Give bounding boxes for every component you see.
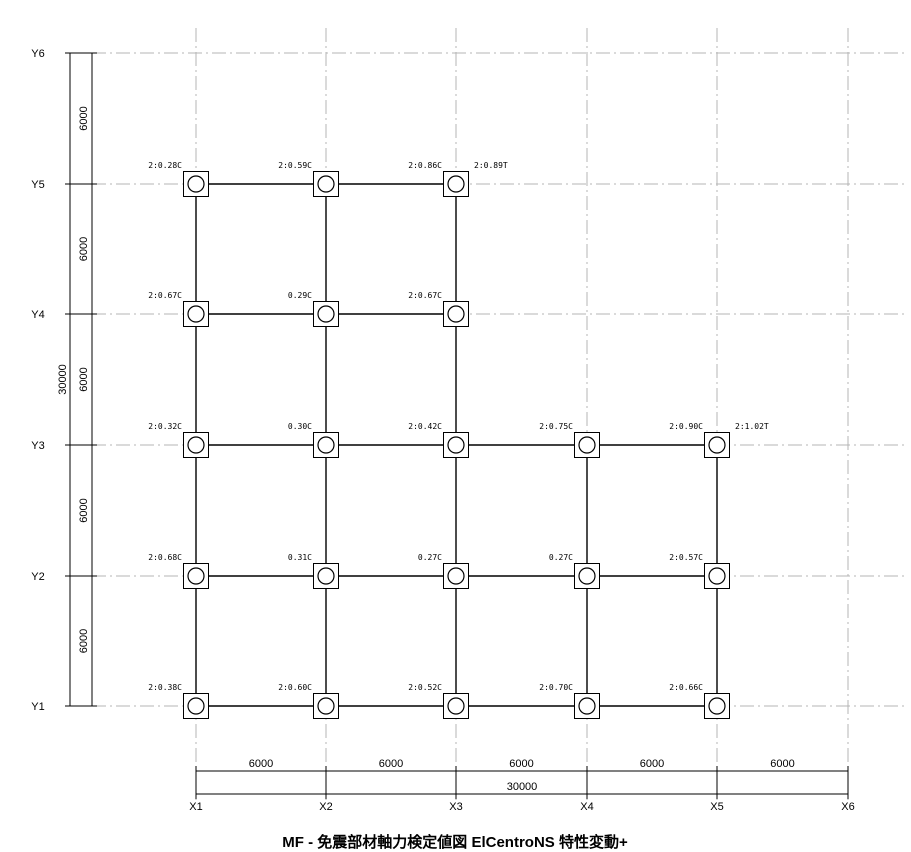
x-axis-label: X3 — [449, 801, 462, 813]
axial-ratio-tension-label: 2:0.89T — [474, 161, 508, 170]
axial-ratio-label: 2:0.52C — [408, 683, 442, 692]
axial-ratio-label: 2:0.68C — [148, 553, 182, 562]
isolator-nodes: 2:0.28C 2:0.59C 2:0.86C 2:0.89T 2:0.67C 0.29C… — [148, 161, 769, 719]
isolator-circle — [578, 436, 596, 454]
isolator-circle — [317, 175, 335, 193]
x-axis-label: X4 — [580, 801, 593, 813]
x-axis-label: X2 — [319, 801, 332, 813]
isolator-circle — [708, 436, 726, 454]
x-span-dimension: 6000 — [249, 758, 273, 770]
isolator-circle — [447, 567, 465, 585]
x-span-dimension: 6000 — [640, 758, 664, 770]
y-axis-label: Y6 — [31, 48, 44, 60]
axial-ratio-label: 2:0.67C — [408, 291, 442, 300]
x-axis-label: X6 — [841, 801, 854, 813]
axial-ratio-label: 2:0.67C — [148, 291, 182, 300]
y-span-dimension: 6000 — [78, 106, 90, 130]
y-span-dimension: 6000 — [78, 498, 90, 522]
y-axis-label: Y4 — [31, 309, 44, 321]
axial-ratio-label: 2:0.90C — [669, 422, 703, 431]
axial-ratio-label: 2:0.66C — [669, 683, 703, 692]
isolator-circle — [578, 697, 596, 715]
axial-ratio-label: 0.30C — [288, 422, 312, 431]
x-total-dimension: 30000 — [507, 781, 538, 793]
axial-ratio-label: 2:0.70C — [539, 683, 573, 692]
y-axis-label: Y5 — [31, 179, 44, 191]
isolator-circle — [317, 697, 335, 715]
x-axis-label: X5 — [710, 801, 723, 813]
y-axis-label: Y3 — [31, 440, 44, 452]
isolator-circle — [317, 305, 335, 323]
isolator-circle — [578, 567, 596, 585]
isolator-circle — [447, 175, 465, 193]
axial-ratio-label: 0.29C — [288, 291, 312, 300]
isolator-circle — [317, 436, 335, 454]
isolator-circle — [447, 436, 465, 454]
axial-ratio-tension-label: 2:1.02T — [735, 422, 769, 431]
x-span-dimension: 6000 — [379, 758, 403, 770]
x-axis-label: X1 — [189, 801, 202, 813]
isolator-circle — [317, 567, 335, 585]
isolator-circle — [708, 697, 726, 715]
isolator-circle — [187, 697, 205, 715]
axial-ratio-label: 2:0.38C — [148, 683, 182, 692]
axial-ratio-label: 2:0.32C — [148, 422, 182, 431]
dimension-lines: X1 X2 X3 X4 X5 X6 Y1 Y2 Y3 Y4 Y5 Y6 6000 6000 6000 6000… — [31, 48, 854, 813]
isolator-circle — [447, 305, 465, 323]
isolator-circle — [187, 567, 205, 585]
isolator-circle — [187, 305, 205, 323]
x-span-dimension: 6000 — [509, 758, 533, 770]
axial-ratio-label: 2:0.28C — [148, 161, 182, 170]
isolator-circle — [708, 567, 726, 585]
axial-ratio-label: 0.27C — [549, 553, 573, 562]
axial-ratio-label: 2:0.86C — [408, 161, 442, 170]
axial-ratio-label: 2:0.59C — [278, 161, 312, 170]
axial-ratio-label: 2:0.42C — [408, 422, 442, 431]
axial-ratio-label: 2:0.75C — [539, 422, 573, 431]
diagram-title: MF - 免震部材軸力検定値図 ElCentroNS 特性変動+ — [282, 833, 628, 851]
isolator-circle — [187, 175, 205, 193]
axial-ratio-label: 2:0.60C — [278, 683, 312, 692]
isolator-circle — [447, 697, 465, 715]
axial-ratio-label: 0.31C — [288, 553, 312, 562]
y-span-dimension: 6000 — [78, 367, 90, 391]
axial-ratio-label: 2:0.57C — [669, 553, 703, 562]
isolator-circle — [187, 436, 205, 454]
y-span-dimension: 6000 — [78, 237, 90, 261]
y-axis-label: Y2 — [31, 571, 44, 583]
x-span-dimension: 6000 — [770, 758, 794, 770]
grid-lines — [92, 28, 905, 800]
y-total-dimension: 30000 — [57, 364, 69, 395]
y-axis-label: Y1 — [31, 701, 44, 713]
y-span-dimension: 6000 — [78, 629, 90, 653]
beams — [195, 183, 718, 707]
axial-ratio-label: 0.27C — [418, 553, 442, 562]
